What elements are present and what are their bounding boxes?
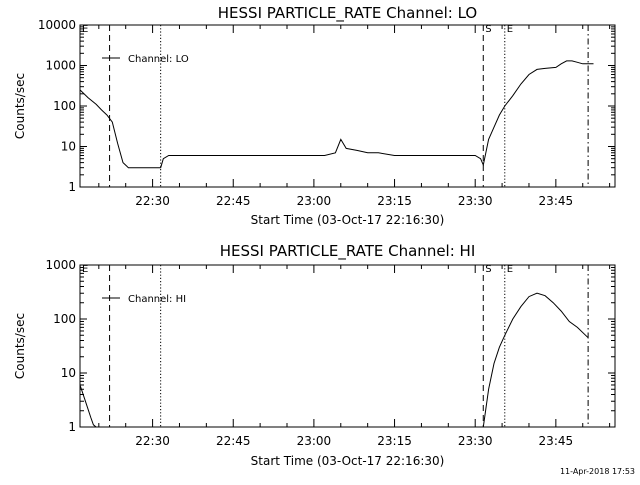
marker-label: E <box>82 264 88 275</box>
y-tick-label: 100 <box>53 99 76 113</box>
x-axis-label: Start Time (03-Oct-17 22:16:30) <box>251 213 445 227</box>
x-tick-label: 23:00 <box>297 434 332 448</box>
x-tick-label: 23:45 <box>539 194 574 208</box>
marker-label: S <box>485 24 491 35</box>
legend-label: Channel: HI <box>128 294 186 305</box>
marker-label: S <box>485 264 491 275</box>
y-tick-label: 10 <box>61 140 76 154</box>
x-tick-label: 22:30 <box>135 194 170 208</box>
x-tick-label: 23:00 <box>297 194 332 208</box>
marker-label: E <box>82 24 88 35</box>
footer-timestamp: 11-Apr-2018 17:53 <box>560 467 635 476</box>
y-tick-label: 1 <box>68 420 76 434</box>
x-tick-label: 22:45 <box>216 194 251 208</box>
x-tick-label: 23:45 <box>539 434 574 448</box>
x-tick-label: 23:15 <box>377 194 412 208</box>
x-tick-label: 22:30 <box>135 434 170 448</box>
marker-label: E <box>507 24 513 35</box>
chart-title: HESSI PARTICLE_RATE Channel: HI <box>220 242 476 261</box>
y-tick-label: 100 <box>53 312 76 326</box>
y-tick-label: 10000 <box>38 18 76 32</box>
y-tick-label: 10 <box>61 366 76 380</box>
x-tick-label: 22:45 <box>216 434 251 448</box>
series-line <box>79 384 97 428</box>
panel-lo: HESSI PARTICLE_RATE Channel: LO Counts/se… <box>13 4 616 227</box>
marker-label: E <box>507 264 513 275</box>
y-tick-label: 1000 <box>45 258 76 272</box>
x-tick-label: 23:30 <box>458 194 493 208</box>
series-line <box>79 60 594 169</box>
series-line <box>482 292 589 428</box>
chart-title: HESSI PARTICLE_RATE Channel: LO <box>218 4 477 23</box>
x-tick-label: 23:30 <box>458 434 493 448</box>
x-axis-label: Start Time (03-Oct-17 22:16:30) <box>251 454 445 468</box>
y-tick-label: 1000 <box>45 59 76 73</box>
legend-label: Channel: LO <box>128 54 189 65</box>
x-tick-label: 23:15 <box>377 434 412 448</box>
panel-hi: HESSI PARTICLE_RATE Channel: HI Counts/se… <box>13 242 616 468</box>
y-axis-label: Counts/sec <box>13 313 27 379</box>
y-axis-label: Counts/sec <box>13 73 27 139</box>
y-tick-label: 1 <box>68 180 76 194</box>
